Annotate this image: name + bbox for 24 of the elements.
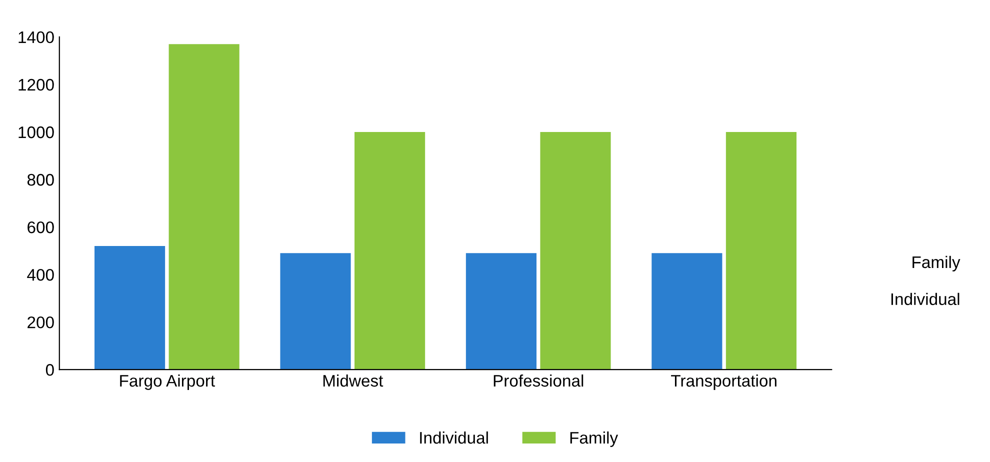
y-tick-label: 1000 xyxy=(18,126,54,138)
legend-label: Family xyxy=(570,431,618,447)
y-tick-label: 600 xyxy=(28,221,54,234)
bar xyxy=(466,253,536,370)
x-tick-label: Professional xyxy=(494,374,584,387)
legend-label: Individual xyxy=(420,431,488,444)
bar xyxy=(94,246,166,370)
x-tick-label: Fargo Airport xyxy=(120,374,215,390)
text: Family xyxy=(912,256,960,272)
y-tick-label: 1200 xyxy=(18,78,54,91)
bar xyxy=(280,253,351,370)
y-tick-label: 200 xyxy=(28,316,54,328)
x-tick-label: Transportation xyxy=(671,374,776,390)
bar xyxy=(652,253,722,370)
x-tick-label: Midwest xyxy=(323,374,384,387)
bar xyxy=(168,44,240,370)
bar xyxy=(354,132,426,370)
y-tick-label: 800 xyxy=(27,174,54,186)
y-tick-label: 0 xyxy=(46,364,54,376)
bar xyxy=(726,132,796,370)
y-tick-label: 400 xyxy=(27,268,54,281)
text: Individual xyxy=(891,292,960,306)
bar xyxy=(540,132,611,370)
y-tick-label: 1400 xyxy=(18,31,54,44)
